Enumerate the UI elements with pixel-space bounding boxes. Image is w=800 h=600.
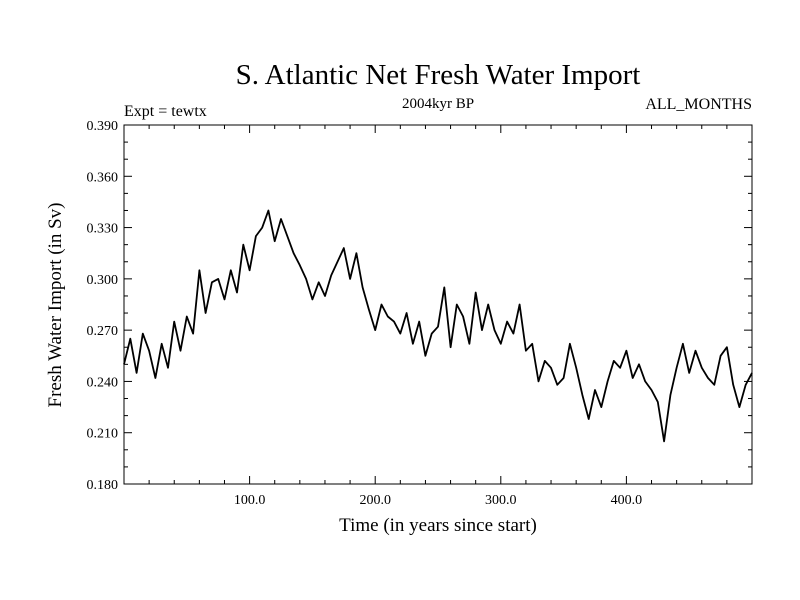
plot-frame bbox=[123, 124, 753, 485]
months-label: ALL_MONTHS bbox=[645, 96, 752, 113]
chart-title: S. Atlantic Net Fresh Water Import bbox=[236, 59, 641, 91]
y-tick-label: 0.270 bbox=[87, 324, 119, 339]
y-tick-label: 0.390 bbox=[87, 119, 119, 134]
x-tick-label: 300.0 bbox=[485, 493, 517, 508]
x-tick-label: 400.0 bbox=[611, 493, 643, 508]
y-tick-label: 0.180 bbox=[87, 478, 119, 493]
series-line-0 bbox=[123, 209, 753, 443]
x-tick-label: 100.0 bbox=[234, 493, 266, 508]
y-axis-label: Fresh Water Import (in Sv) bbox=[45, 203, 66, 408]
y-tick-label: 0.300 bbox=[87, 273, 119, 288]
y-tick-label: 0.360 bbox=[87, 170, 119, 185]
x-tick-label: 200.0 bbox=[359, 493, 391, 508]
experiment-label: Expt = tewtx bbox=[124, 103, 207, 120]
plot-area: 0.180 0.210 0.240 0.270 0.300 0.330 0.360 0.390… bbox=[87, 119, 753, 508]
y-tick-label: 0.240 bbox=[87, 375, 119, 390]
chart-subtitle: 2004kyr BP bbox=[402, 96, 474, 112]
x-axis-label: Time (in years since start) bbox=[339, 515, 537, 536]
y-tick-label: 0.330 bbox=[87, 222, 119, 237]
y-tick-label: 0.210 bbox=[87, 427, 119, 442]
